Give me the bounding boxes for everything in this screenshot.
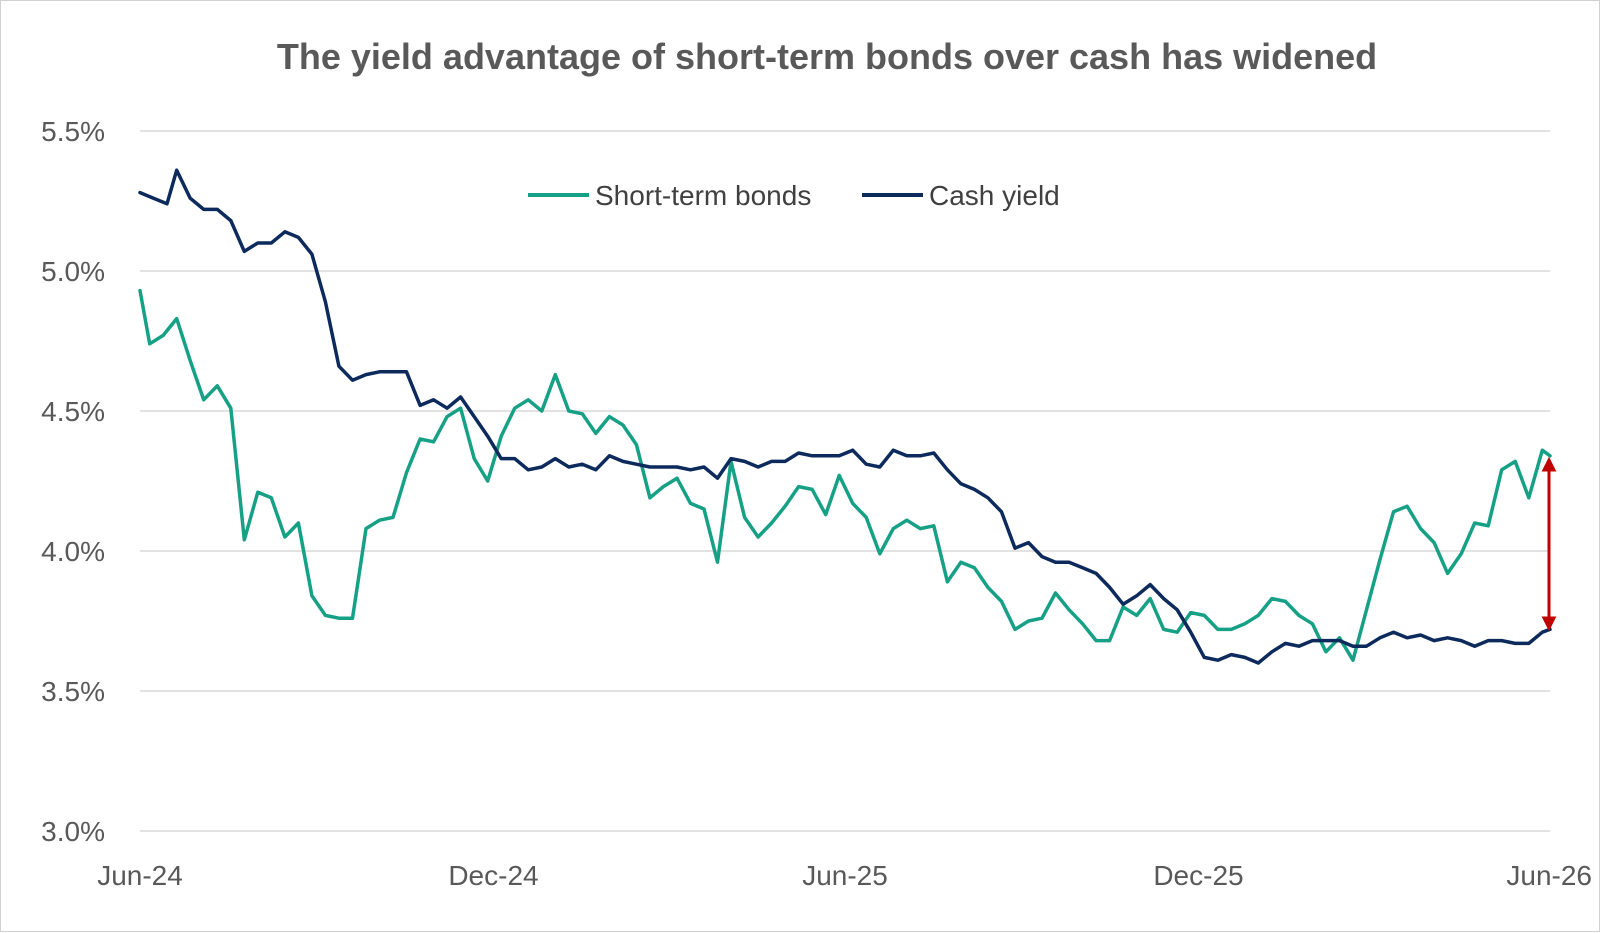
x-tick-label: Jun-24 — [97, 860, 183, 891]
y-tick-label: 3.5% — [41, 676, 105, 707]
gridlines — [140, 130, 1550, 832]
y-tick-label: 4.5% — [41, 396, 105, 427]
x-tick-label: Dec-24 — [448, 860, 538, 891]
y-tick-label: 5.0% — [41, 256, 105, 287]
y-tick-label: 3.0% — [41, 816, 105, 847]
x-tick-label: Dec-25 — [1153, 860, 1243, 891]
y-tick-label: 4.0% — [41, 536, 105, 567]
x-axis: Jun-24 Dec-24 Jun-25 Dec-25 Jun-26 — [97, 860, 1592, 891]
series-lines — [138, 168, 1552, 665]
series-line-short-term-bonds — [138, 288, 1552, 662]
x-tick-label: Jun-26 — [1506, 860, 1592, 891]
y-axis: 3.0% 3.5% 4.0% 4.5% 5.0% 5.5% — [41, 116, 105, 847]
x-tick-label: Jun-25 — [802, 860, 888, 891]
legend-label: Cash yield — [929, 180, 1060, 211]
y-tick-label: 5.5% — [41, 116, 105, 147]
series-line-cash-yield — [138, 168, 1552, 665]
legend: Short-term bonds Cash yield — [528, 180, 1060, 211]
legend-label: Short-term bonds — [595, 180, 811, 211]
chart-title: The yield advantage of short-term bonds … — [277, 36, 1377, 77]
